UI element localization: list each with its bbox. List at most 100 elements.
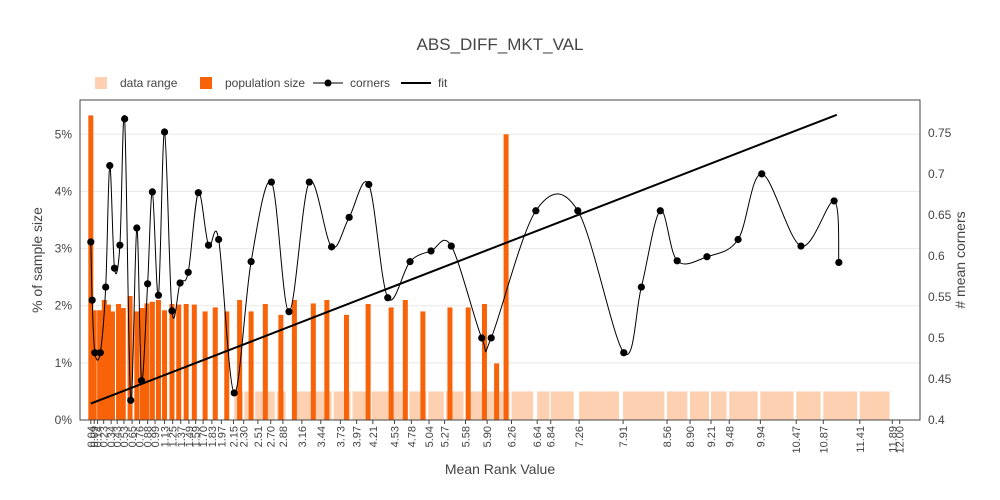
corner-point (168, 307, 175, 314)
x-tick-label: 4.78 (406, 426, 418, 447)
legend: data range population size corners fit (95, 76, 448, 90)
data-range-bar (823, 391, 857, 420)
population-bar (121, 308, 126, 420)
x-tick-label: 6.84 (546, 426, 558, 447)
corner-point (835, 259, 842, 266)
legend-label: fit (438, 76, 448, 90)
x-tick-label: 2.88 (278, 426, 290, 447)
x-tick-label: 5.27 (440, 426, 452, 447)
population-bar (97, 310, 102, 420)
corner-point (121, 115, 128, 122)
population-bar (156, 300, 161, 420)
x-tick-label: 4.53 (389, 426, 401, 447)
y2-tick-label: 0.7 (928, 167, 945, 181)
corner-point (703, 253, 710, 260)
y-axis-ticks: 0%1%2%3%4%5% (55, 127, 73, 427)
corner-point (97, 349, 104, 356)
x-tick-label: 5.90 (482, 426, 494, 447)
y2-axis-title: # mean corners (952, 211, 968, 308)
y-tick-label: 2% (55, 299, 73, 313)
corner-point (87, 238, 94, 245)
corner-point (384, 294, 391, 301)
x-axis-ticks: 0.040.090.140.230.340.430.530.650.760.88… (86, 420, 907, 454)
data-range-bar (690, 391, 709, 420)
x-tick-label: 2.70 (266, 426, 278, 447)
y-tick-label: 3% (55, 242, 73, 256)
x-tick-label: 3.44 (316, 426, 328, 447)
corner-point (285, 308, 292, 315)
population-bar (116, 304, 121, 420)
y-axis-title: % of sample size (29, 207, 45, 313)
y2-tick-label: 0.55 (928, 290, 952, 304)
population-bar (249, 311, 254, 420)
population-bar (466, 307, 471, 420)
population-bar (237, 300, 242, 420)
chart-title: ABS_DIFF_MKT_VAL (417, 35, 584, 54)
data-range-bar (371, 391, 389, 420)
corner-point (734, 236, 741, 243)
data-range-bar (667, 391, 687, 420)
population-bar (366, 304, 371, 420)
population-bar (162, 310, 167, 420)
corner-point (248, 258, 255, 265)
data-range-bar (428, 391, 444, 420)
corner-point (448, 242, 455, 249)
corner-point (638, 283, 645, 290)
corner-point (144, 280, 151, 287)
data-range-bar (551, 391, 574, 420)
corner-point (155, 292, 162, 299)
corner-point (532, 207, 539, 214)
population-bar (311, 303, 316, 420)
data-range-bars (234, 391, 889, 420)
fit-line (91, 115, 837, 404)
population-bars (88, 115, 508, 420)
y2-tick-label: 0.45 (928, 372, 952, 386)
y2-tick-label: 0.75 (928, 126, 952, 140)
x-tick-label: 3.16 (297, 426, 309, 447)
population-bar (184, 304, 189, 420)
data-range-bar (255, 391, 264, 420)
data-range-bar (729, 391, 757, 420)
corner-point (365, 181, 372, 188)
corner-point (102, 283, 109, 290)
x-tick-label: 10.47 (791, 426, 803, 454)
population-bar (344, 315, 349, 420)
y2-tick-label: 0.6 (928, 249, 945, 263)
y-tick-label: 0% (55, 413, 73, 427)
corner-point (346, 214, 353, 221)
corner-point (831, 197, 838, 204)
population-bar (292, 300, 297, 420)
corner-point (205, 242, 212, 249)
corner-point (116, 242, 123, 249)
x-tick-label: 2.51 (253, 426, 265, 447)
corner-point (111, 265, 118, 272)
population-bar (403, 300, 408, 420)
corner-point (406, 258, 413, 265)
x-tick-label: 3.73 (335, 426, 347, 447)
corner-point (133, 224, 140, 231)
data-range-bar (711, 391, 727, 420)
corner-point (138, 377, 145, 384)
legend-label: corners (350, 76, 390, 90)
corner-point (89, 297, 96, 304)
x-tick-label: 3.97 (352, 426, 364, 447)
population-bar (110, 311, 115, 420)
population-bar (494, 363, 499, 420)
data-range-bar (537, 391, 549, 420)
corner-point (797, 242, 804, 249)
corner-point (478, 334, 485, 341)
y2-axis-ticks: 0.4 0.45 0.5 0.55 0.6 0.65 0.7 0.75 (928, 126, 952, 427)
population-bar (389, 307, 394, 420)
data-range-bar (579, 391, 619, 420)
x-tick-label: 6.64 (532, 426, 544, 447)
population-bar (213, 307, 218, 420)
x-tick-label: 8.90 (685, 426, 697, 447)
corner-point (328, 243, 335, 250)
corner-point (657, 207, 664, 214)
fit-line-segment (91, 115, 837, 404)
corner-point (195, 189, 202, 196)
corner-point (674, 257, 681, 264)
x-tick-label: 11.41 (855, 426, 867, 453)
corner-point (185, 269, 192, 276)
